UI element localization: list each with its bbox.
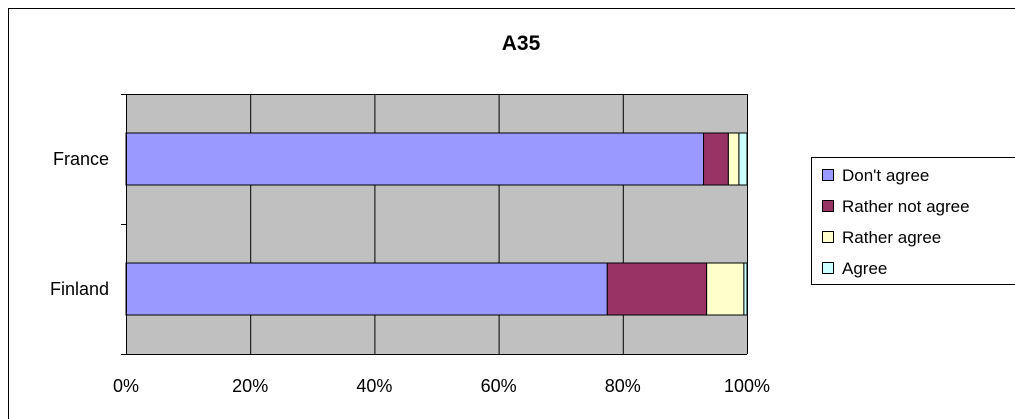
bar-segment: [738, 132, 748, 186]
x-tick-label: 80%: [605, 376, 641, 396]
bar-segment: [706, 262, 745, 316]
bar-segment: [606, 262, 708, 316]
plot-area: France Finland 0% 20% 40% 60% 80% 100%: [50, 94, 770, 396]
legend-label: Rather not agree: [842, 197, 970, 216]
x-tick-label: 40%: [356, 376, 392, 396]
category-label: France: [53, 149, 109, 169]
chart-title: A35: [502, 32, 541, 55]
bar-segment: [125, 132, 705, 186]
x-tick-label: 0%: [113, 376, 139, 396]
x-tick-label: 100%: [724, 376, 770, 396]
category-label: Finland: [50, 279, 109, 299]
legend-swatch: [822, 262, 834, 274]
legend-swatch: [822, 231, 834, 243]
bar-segment: [703, 132, 729, 186]
legend-swatch: [822, 169, 834, 181]
bar-segment: [727, 132, 740, 186]
x-tick-label: 60%: [481, 376, 517, 396]
legend-label: Rather agree: [842, 228, 941, 247]
legend-swatch: [822, 200, 834, 212]
x-tick-label: 20%: [232, 376, 268, 396]
legend-box: [811, 157, 1015, 285]
legend: Don't agree Rather not agree Rather agree A…: [811, 157, 1015, 285]
bar-segment: [125, 262, 608, 316]
legend-label: Agree: [842, 259, 887, 278]
legend-label: Don't agree: [842, 166, 929, 185]
bar-segment: [743, 262, 748, 316]
